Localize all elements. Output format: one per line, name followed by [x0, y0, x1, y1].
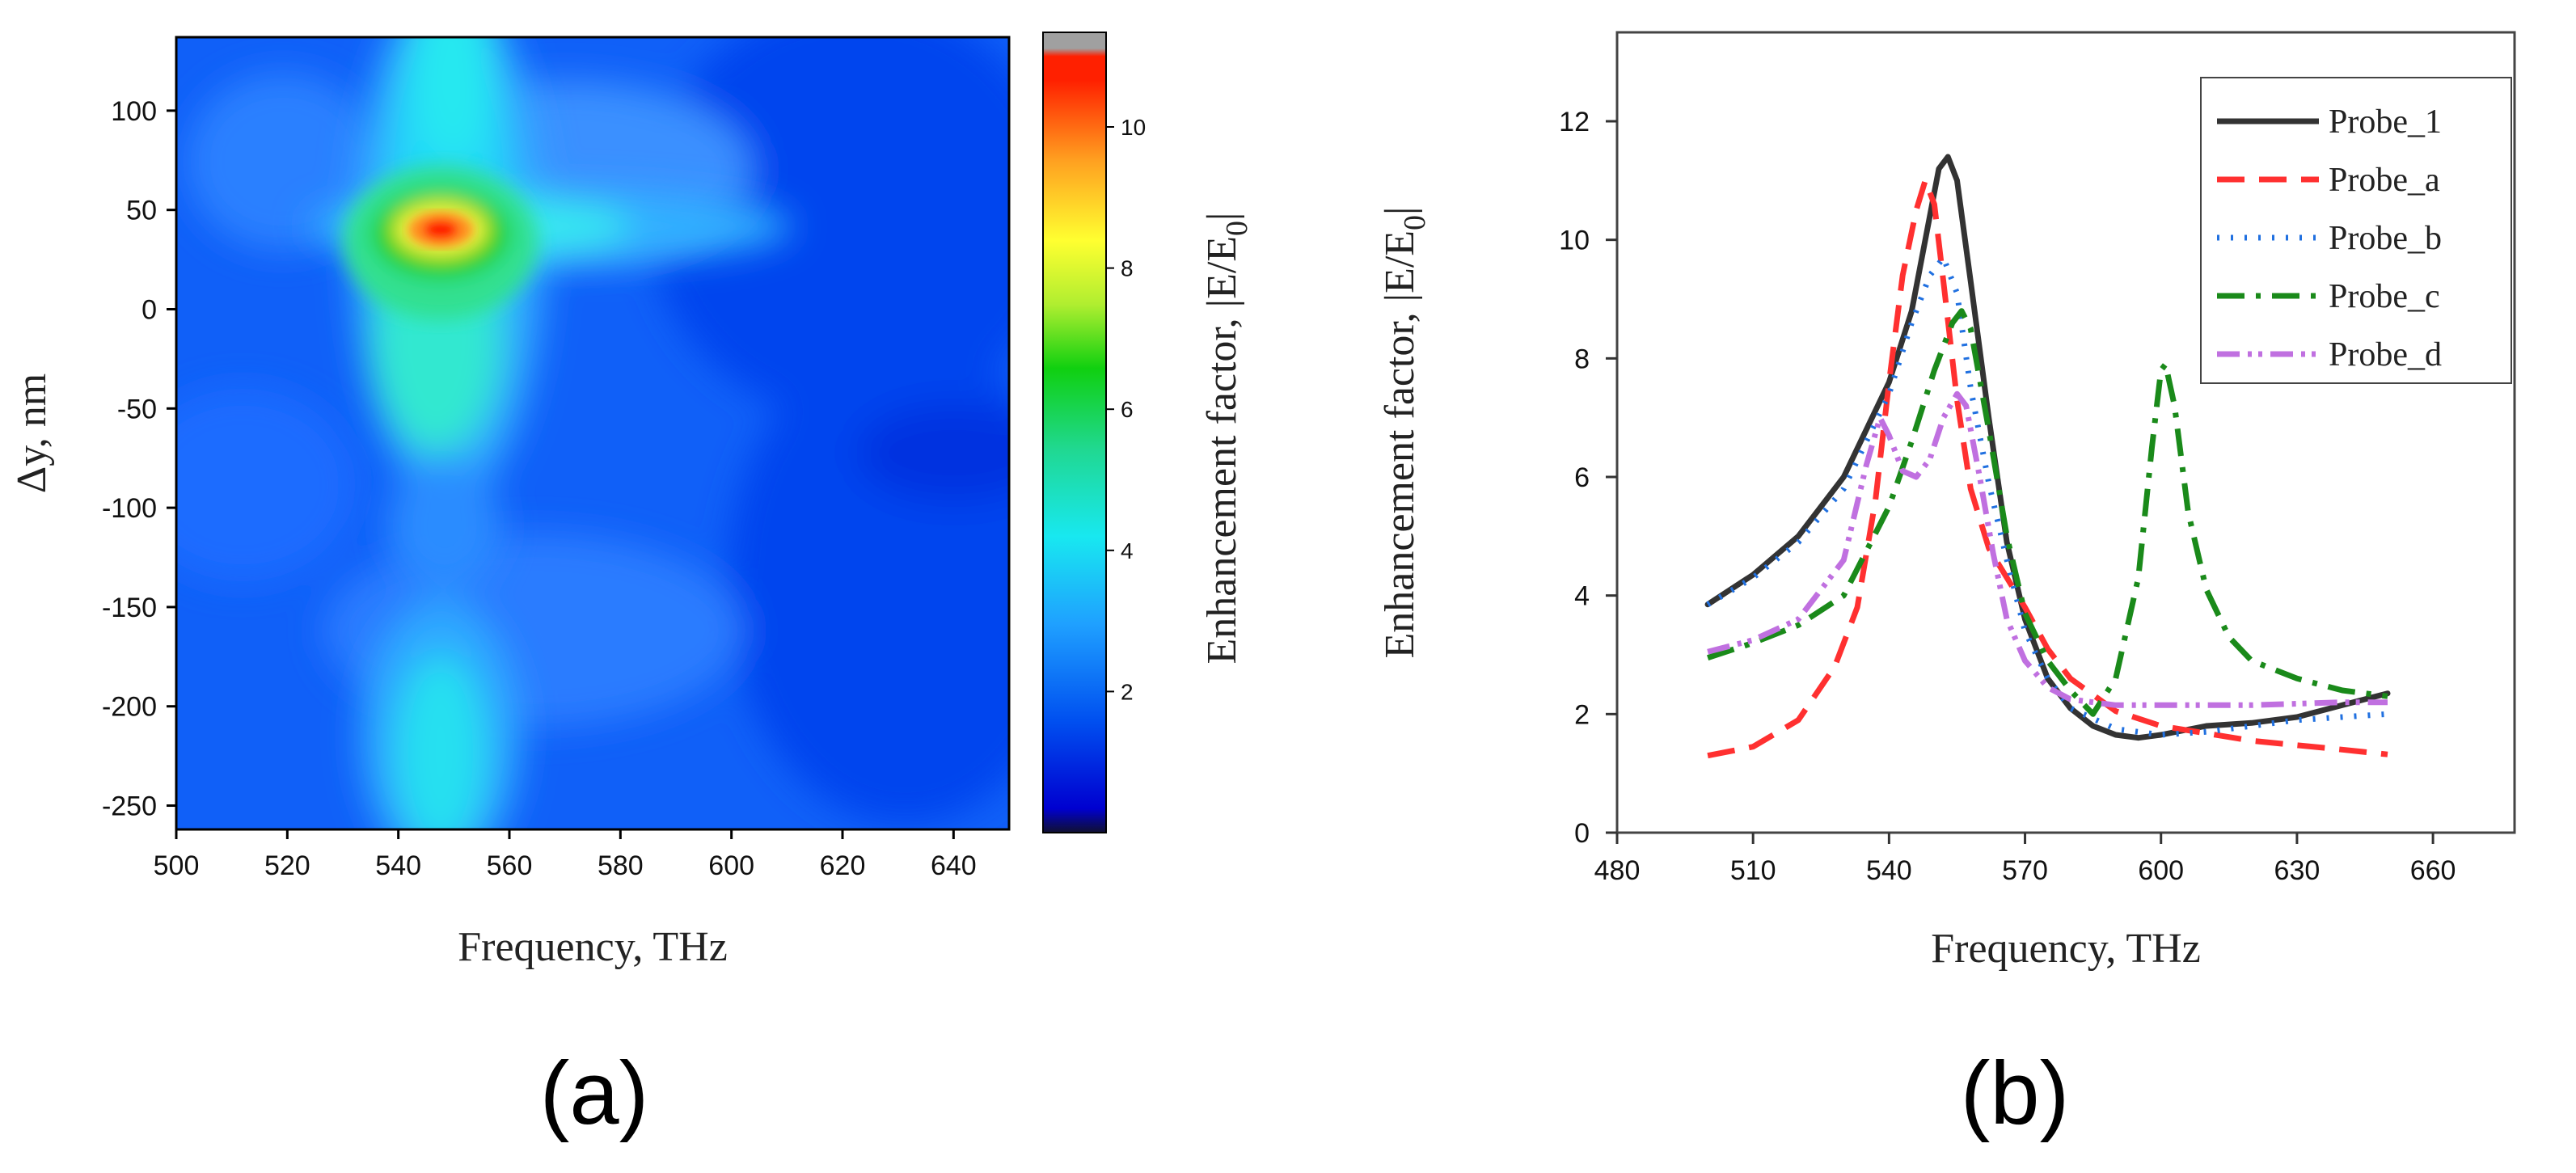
- line-xtick-label: 600: [2138, 855, 2184, 886]
- line-xtick-label: 570: [2002, 855, 2048, 886]
- heatmap-xlabel: Frequency, THz: [458, 924, 728, 970]
- legend-label: Probe_1: [2329, 103, 2442, 141]
- line-ytick-label: 4: [1574, 581, 1590, 612]
- line-xtick-label: 660: [2410, 855, 2456, 886]
- heatmap-xtick-label: 540: [375, 850, 421, 881]
- colorbar-label-end: |: [1199, 213, 1245, 221]
- colorbar-label-sub: 0: [1220, 221, 1254, 236]
- line-xtick-label: 540: [1866, 855, 1912, 886]
- heatmap-xtick-label: 580: [598, 850, 644, 881]
- heatmap-ytick-label: -250: [102, 791, 157, 822]
- colorbar-tick-label: 8: [1121, 256, 1134, 281]
- heatmap-xtick-label: 560: [487, 850, 533, 881]
- heatmap-ytick-label: 100: [111, 96, 157, 127]
- legend-label: Probe_d: [2329, 336, 2442, 373]
- legend-box: [2200, 77, 2512, 384]
- series-line-probe-d: [1707, 390, 2388, 708]
- line-ytick-label: 6: [1574, 462, 1590, 493]
- heatmap-ytick-label: 50: [126, 196, 157, 226]
- colorbar-label: Enhancement factor, |E/E0|: [1199, 213, 1254, 665]
- heatmap-ytick-label: -100: [102, 493, 157, 524]
- panel-label-b: (b): [1961, 1044, 2069, 1143]
- heatmap-xtick-label: 620: [820, 850, 866, 881]
- colorbar-tick-label: 10: [1121, 115, 1146, 140]
- legend-label: Probe_a: [2329, 162, 2440, 199]
- heatmap-frame: [175, 36, 1011, 831]
- heatmap-xtick-label: 520: [264, 850, 310, 881]
- line-chart-ylabel: Enhancement factor, |E/E0|: [1377, 207, 1432, 659]
- colorbar-tick-label: 4: [1121, 538, 1134, 563]
- heatmap-ytick-label: -50: [117, 394, 157, 424]
- heatmap-ylabel: Δy, nm: [9, 373, 55, 494]
- line-ytick-label: 0: [1574, 818, 1590, 849]
- line-chart-ylabel-main: Enhancement factor, |E/E: [1377, 230, 1423, 659]
- line-ytick-label: 10: [1559, 226, 1590, 256]
- heatmap-xtick-label: 640: [931, 850, 977, 881]
- heatmap-xtick-label: 600: [708, 850, 754, 881]
- heatmap-ytick-label: 0: [141, 294, 157, 325]
- line-chart-xlabel: Frequency, THz: [1931, 926, 2201, 972]
- line-xtick-label: 480: [1594, 855, 1641, 886]
- colorbar-tick-label: 6: [1121, 397, 1134, 422]
- line-xtick-label: 510: [1730, 855, 1776, 886]
- heatmap-field: [176, 37, 1009, 829]
- line-ytick-label: 2: [1574, 699, 1590, 730]
- colorbar-ramp: [1042, 32, 1107, 833]
- series-line-probe-b: [1706, 255, 2388, 738]
- heatmap-panel: 500 520 540 560 580 600 620 640100500-50-100-15…: [9, 32, 1254, 1143]
- legend: Probe_1 Probe_a Probe_b Probe_c Probe_d: [2200, 77, 2512, 384]
- colorbar-tick-label: 2: [1121, 679, 1134, 704]
- series-line-probe-c: [1707, 308, 2388, 717]
- colorbar-label-main: Enhancement factor, |E/E: [1199, 236, 1245, 665]
- heatmap-xtick-label: 500: [154, 850, 200, 881]
- legend-label: Probe_c: [2329, 278, 2440, 315]
- line-chart-ylabel-sub: 0: [1398, 215, 1432, 230]
- line-ytick-label: 8: [1574, 344, 1590, 374]
- heatmap-ytick-label: -200: [102, 692, 157, 723]
- line-series: [1704, 154, 2391, 759]
- series-line-probe-a: [1707, 177, 2388, 759]
- line-ytick-label: 12: [1559, 107, 1590, 137]
- colorbar: 2 4 6 8 10: [1042, 32, 1146, 833]
- line-xtick-label: 630: [2274, 855, 2321, 886]
- series-line-probe-1: [1704, 154, 2391, 741]
- line-chart-ylabel-end: |: [1377, 207, 1423, 215]
- panel-label-a: (a): [540, 1044, 648, 1143]
- heatmap-ytick-label: -150: [102, 593, 157, 623]
- legend-label: Probe_b: [2329, 220, 2442, 257]
